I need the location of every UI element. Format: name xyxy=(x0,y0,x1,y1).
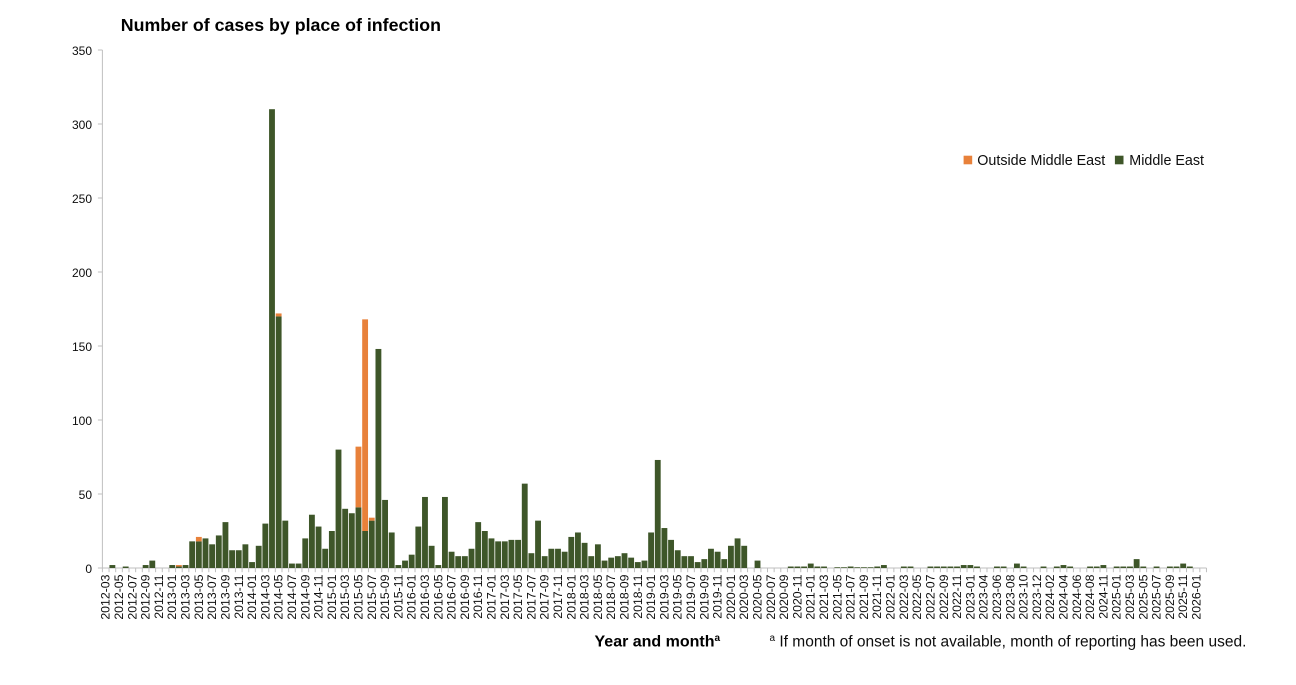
svg-text:2018-05: 2018-05 xyxy=(591,574,605,619)
svg-text:2023-01: 2023-01 xyxy=(963,574,977,619)
svg-text:2013-01: 2013-01 xyxy=(165,574,179,619)
svg-text:2019-11: 2019-11 xyxy=(711,574,725,618)
svg-text:2023-06: 2023-06 xyxy=(990,574,1004,619)
svg-text:2025-07: 2025-07 xyxy=(1150,574,1164,619)
svg-text:2019-09: 2019-09 xyxy=(697,574,711,619)
svg-text:2014-07: 2014-07 xyxy=(285,574,299,619)
svg-text:2020-03: 2020-03 xyxy=(737,574,751,619)
svg-text:2021-07: 2021-07 xyxy=(844,574,858,619)
svg-text:Year and montha: Year and montha xyxy=(595,633,721,651)
svg-text:2012-03: 2012-03 xyxy=(99,574,113,619)
svg-text:a If month of onset is not ava: a If month of onset is not available, mo… xyxy=(770,633,1247,651)
svg-text:2018-09: 2018-09 xyxy=(618,574,632,619)
svg-text:300: 300 xyxy=(72,118,92,132)
svg-text:2021-03: 2021-03 xyxy=(817,574,831,619)
svg-text:2014-05: 2014-05 xyxy=(272,574,286,619)
svg-text:200: 200 xyxy=(72,266,92,280)
svg-text:2022-05: 2022-05 xyxy=(910,574,924,619)
svg-text:250: 250 xyxy=(72,192,92,206)
svg-text:350: 350 xyxy=(72,44,92,58)
svg-text:2021-05: 2021-05 xyxy=(830,574,844,619)
svg-text:0: 0 xyxy=(85,562,92,576)
svg-text:2025-11: 2025-11 xyxy=(1176,574,1190,618)
svg-text:2016-03: 2016-03 xyxy=(418,574,432,619)
svg-text:2022-09: 2022-09 xyxy=(937,574,951,619)
svg-text:2016-11: 2016-11 xyxy=(471,574,485,618)
svg-text:2025-01: 2025-01 xyxy=(1110,574,1124,619)
svg-text:2015-11: 2015-11 xyxy=(391,574,405,618)
svg-text:2020-11: 2020-11 xyxy=(790,574,804,618)
svg-text:2020-05: 2020-05 xyxy=(751,574,765,619)
svg-text:2013-05: 2013-05 xyxy=(192,574,206,619)
svg-text:50: 50 xyxy=(79,488,93,502)
svg-text:2019-05: 2019-05 xyxy=(671,574,685,619)
svg-text:2018-11: 2018-11 xyxy=(631,574,645,618)
svg-text:2022-11: 2022-11 xyxy=(950,574,964,618)
svg-text:2020-07: 2020-07 xyxy=(764,574,778,619)
svg-text:2017-11: 2017-11 xyxy=(551,574,565,618)
svg-text:2023-04: 2023-04 xyxy=(977,574,991,619)
svg-text:2025-03: 2025-03 xyxy=(1123,574,1137,619)
svg-text:2022-03: 2022-03 xyxy=(897,574,911,619)
svg-text:2014-03: 2014-03 xyxy=(258,574,272,619)
svg-text:Middle East: Middle East xyxy=(1129,153,1204,169)
svg-text:2018-03: 2018-03 xyxy=(578,574,592,619)
svg-text:2020-01: 2020-01 xyxy=(724,574,738,619)
svg-text:2018-01: 2018-01 xyxy=(564,574,578,619)
svg-text:2025-05: 2025-05 xyxy=(1136,574,1150,619)
svg-text:2017-05: 2017-05 xyxy=(511,574,525,619)
svg-text:2019-07: 2019-07 xyxy=(684,574,698,619)
svg-text:2015-03: 2015-03 xyxy=(338,574,352,619)
svg-text:2017-07: 2017-07 xyxy=(524,574,538,619)
svg-text:2024-02: 2024-02 xyxy=(1043,574,1057,619)
svg-text:2024-08: 2024-08 xyxy=(1083,574,1097,619)
svg-text:2015-09: 2015-09 xyxy=(378,574,392,619)
svg-text:2015-05: 2015-05 xyxy=(351,574,365,619)
svg-text:2022-01: 2022-01 xyxy=(884,574,898,619)
svg-text:2024-06: 2024-06 xyxy=(1070,574,1084,619)
svg-text:2024-11: 2024-11 xyxy=(1096,574,1110,618)
svg-text:2026-01: 2026-01 xyxy=(1189,574,1203,619)
svg-text:2014-09: 2014-09 xyxy=(298,574,312,619)
svg-text:Number of cases by place of in: Number of cases by place of infection xyxy=(121,15,441,35)
svg-text:2017-03: 2017-03 xyxy=(498,574,512,619)
svg-text:2013-09: 2013-09 xyxy=(218,574,232,619)
svg-text:2023-12: 2023-12 xyxy=(1030,574,1044,619)
svg-text:100: 100 xyxy=(72,414,92,428)
svg-text:2019-03: 2019-03 xyxy=(657,574,671,619)
svg-text:2017-09: 2017-09 xyxy=(538,574,552,619)
svg-text:2012-11: 2012-11 xyxy=(152,574,166,618)
svg-text:2016-09: 2016-09 xyxy=(458,574,472,619)
svg-text:2024-04: 2024-04 xyxy=(1056,574,1070,619)
svg-text:2014-01: 2014-01 xyxy=(245,574,259,619)
svg-text:2013-11: 2013-11 xyxy=(232,574,246,618)
svg-text:2013-07: 2013-07 xyxy=(205,574,219,619)
svg-text:2016-07: 2016-07 xyxy=(445,574,459,619)
svg-text:150: 150 xyxy=(72,340,92,354)
svg-text:2021-11: 2021-11 xyxy=(870,574,884,618)
svg-text:2023-10: 2023-10 xyxy=(1017,574,1031,619)
svg-text:2012-09: 2012-09 xyxy=(139,574,153,619)
svg-text:2016-01: 2016-01 xyxy=(405,574,419,619)
svg-text:2021-01: 2021-01 xyxy=(804,574,818,619)
svg-text:2014-11: 2014-11 xyxy=(312,574,326,618)
svg-text:2012-07: 2012-07 xyxy=(125,574,139,619)
svg-text:2012-05: 2012-05 xyxy=(112,574,126,619)
svg-text:2021-09: 2021-09 xyxy=(857,574,871,619)
svg-text:2019-01: 2019-01 xyxy=(644,574,658,619)
svg-text:2015-07: 2015-07 xyxy=(365,574,379,619)
svg-text:2018-07: 2018-07 xyxy=(604,574,618,619)
svg-text:2025-09: 2025-09 xyxy=(1163,574,1177,619)
svg-text:2016-05: 2016-05 xyxy=(431,574,445,619)
svg-text:2020-09: 2020-09 xyxy=(777,574,791,619)
svg-text:2017-01: 2017-01 xyxy=(484,574,498,619)
svg-text:2013-03: 2013-03 xyxy=(179,574,193,619)
svg-text:2022-07: 2022-07 xyxy=(923,574,937,619)
svg-text:2015-01: 2015-01 xyxy=(325,574,339,619)
svg-text:2023-08: 2023-08 xyxy=(1003,574,1017,619)
svg-text:Outside Middle East: Outside Middle East xyxy=(977,153,1105,169)
